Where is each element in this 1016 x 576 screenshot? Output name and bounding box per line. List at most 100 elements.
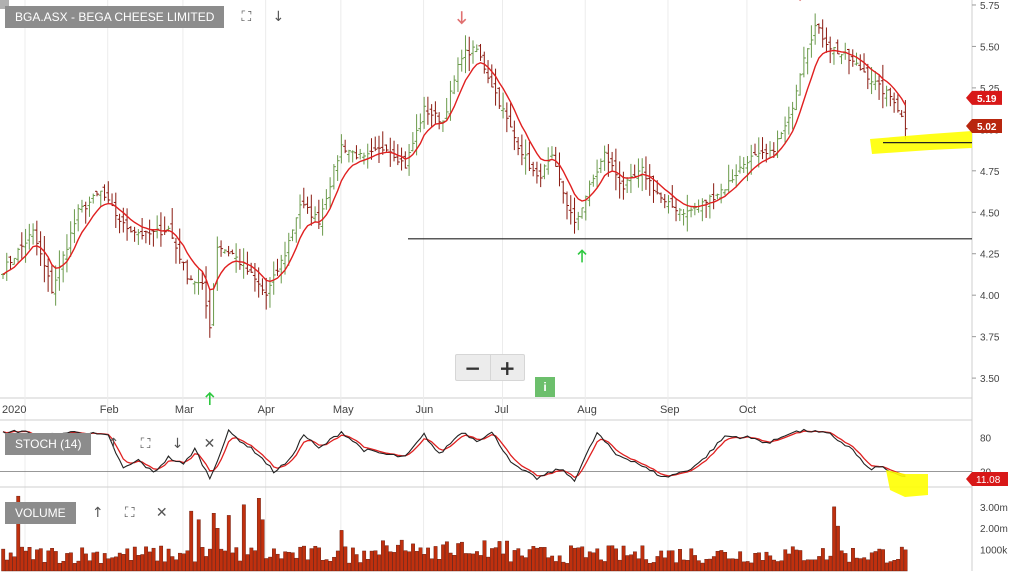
ohlc-bar [786,106,791,135]
volume-bar [200,547,205,572]
ohlc-bar [587,180,592,207]
volume-bar [211,513,216,572]
ohlc-bar [143,230,148,244]
ohlc-bar [884,85,889,107]
arrow-up-icon[interactable]: ↑ [91,505,104,521]
ohlc-bar [749,144,754,175]
ohlc-bar [482,51,487,74]
ohlc-bar [219,240,224,257]
ohlc-bar [459,49,464,72]
ohlc-bar [27,223,32,250]
volume-bar [249,547,254,572]
svg-text:5.02: 5.02 [977,122,997,133]
volume-bar [847,561,852,572]
arrow-down-icon[interactable]: ↓ [171,436,184,452]
volume-bar [798,550,803,572]
volume-bar [110,557,115,572]
volume-bar [708,558,712,572]
volume-bar [516,548,521,572]
volume-bar [700,562,705,572]
arrow-down-icon[interactable]: ↓ [272,9,285,25]
zoom-controls: − + [455,354,525,381]
volume-bar [61,560,66,572]
volume-bar [121,554,126,572]
ohlc-bar [903,100,908,140]
volume-bar [129,560,133,572]
volume-bar [46,550,51,572]
ohlc-bar [504,102,509,133]
maximize-icon[interactable]: ⛶ [241,9,252,25]
maximize-icon[interactable]: ⛶ [124,505,135,521]
ohlc-bar [264,277,269,310]
ohlc-bar [899,110,904,118]
ohlc-bar [557,152,562,187]
volume-bar [820,548,825,572]
volume-bar [230,552,235,572]
volume-label: VOLUME [5,502,76,524]
volume-bar [561,561,566,572]
ohlc-bar [185,259,190,285]
x-axis-labels: 2020 Feb Mar Apr May Jun Jul Aug Sep Oct [2,404,756,416]
ohlc-bar [358,148,363,160]
close-icon[interactable]: ✕ [155,505,168,521]
zoom-out-button[interactable]: − [456,355,491,380]
arrow-up-icon[interactable]: ↑ [107,436,120,452]
corner-marker [0,0,9,9]
ohlc-bar [662,194,667,209]
volume-bar [76,560,81,572]
volume-bar [877,548,882,572]
ohlc-bar [538,163,543,188]
volume-bar [5,559,9,572]
volume-bar [241,504,246,572]
ohlc-bar [64,234,69,273]
volume-bar [106,558,111,572]
ohlc-bar [294,217,299,243]
buy-signal-arrow [577,249,587,263]
volume-bar [189,510,194,572]
ohlc-bar [162,216,167,235]
volume-bar [350,547,355,572]
volume-bar [760,560,765,572]
close-icon[interactable]: ✕ [203,436,216,452]
volume-bar [399,539,404,572]
volume-bar [31,559,36,572]
ohlc-bar [230,249,235,255]
volume-bar [614,548,618,572]
volume-bar [460,541,464,572]
volume-bar [196,519,201,572]
volume-bar [245,554,250,572]
ohlc-bar [568,195,573,225]
volume-bar [715,550,720,572]
zoom-in-button[interactable]: + [498,355,516,380]
ohlc-bar [275,258,280,276]
price-tick-label: 5.75 [980,1,1000,12]
volume-bar [666,550,671,572]
price-tick-label: 4.50 [980,208,1000,219]
volume-bar [881,549,885,572]
ohlc-bar [200,270,205,290]
volume-bar [813,559,818,572]
ohlc-bar [19,232,24,259]
volume-bar [888,561,893,572]
volume-bar [836,525,840,572]
ohlc-bar [380,131,385,155]
volume-bar [452,555,457,572]
ohlc-bar [455,57,460,92]
volume-bar [704,559,709,572]
ohlc-bar [801,46,806,78]
ohlc-bar [234,243,239,273]
ohlc-bar [606,144,611,177]
ohlc-bar [140,217,145,240]
volume-bar [629,554,634,572]
maximize-icon[interactable]: ⛶ [140,436,151,452]
volume-bar [651,562,656,572]
ohlc-bar [707,194,712,219]
ohlc-bar [625,177,630,194]
volume-bar [50,548,54,572]
volume-bar [290,552,295,572]
volume-bar [219,548,224,572]
info-button[interactable]: i [535,377,555,397]
ohlc-bar [204,266,209,319]
volume-bar [193,561,197,572]
